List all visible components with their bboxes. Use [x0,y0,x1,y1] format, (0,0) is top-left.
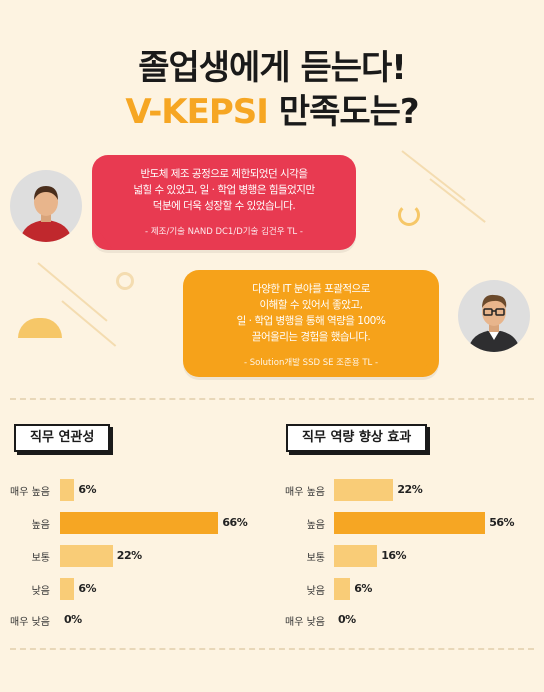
category-label: 매우 낮음 [10,617,50,628]
bar [334,512,486,534]
title-rest: 만족도는? [267,92,420,132]
category-label: 낮음 [306,586,325,597]
testimonial-line: 다양한 IT 분야를 포괄적으로 [252,283,370,295]
decoration-semicircle [18,318,62,338]
section-divider [10,398,534,400]
decoration-line [37,262,108,322]
avatar [458,280,530,352]
category-label: 보통 [306,553,325,564]
bar [334,545,378,567]
bubble-tail [420,356,434,374]
category-label: 매우 낮음 [285,617,325,628]
category-label: 높음 [306,520,325,531]
chart-title: 직무 역량 향상 효과 [286,424,428,452]
value-label: 0% [338,613,356,626]
testimonial-line: 반도체 제조 공정으로 제한되었던 시각을 [140,168,308,180]
value-label: 22% [397,483,423,496]
value-label: 6% [78,582,97,595]
page-subtitle: V-KEPSI 만족도는? [0,84,544,133]
value-label: 0% [64,613,82,626]
bubble-tail [98,230,112,248]
decoration-line [429,178,486,223]
value-label: 6% [78,483,97,496]
testimonial-bubble: 다양한 IT 분야를 포괄적으로 이해할 수 있어서 좋았고, 일 · 학업 병… [183,270,439,377]
decoration-circle [398,204,420,226]
person-icon [20,186,72,242]
testimonial-author: - Solution개발 SSD SE 조준용 TL - [243,358,379,368]
testimonial-line: 덕분에 더욱 성장할 수 있었습니다. [152,200,296,212]
testimonial-bubble: 반도체 제조 공정으로 제한되었던 시각을 넓힐 수 있었고, 일 · 학업 병… [92,155,356,250]
bar [60,479,75,501]
testimonial-line: 일 · 학업 병행을 통해 역량을 100% [236,315,386,327]
section-divider [10,648,534,650]
bar [334,479,394,501]
chart-title: 직무 연관성 [14,424,111,452]
category-label: 높음 [31,520,50,531]
title-accent: V-KEPSI [125,92,269,132]
category-label: 낮음 [31,586,50,597]
category-label: 보통 [31,553,50,564]
value-label: 56% [489,516,515,529]
testimonial-line: 이해할 수 있어서 좋았고, [259,299,363,311]
bar [60,545,113,567]
testimonial-line: 넓힐 수 있었고, 일 · 학업 병행은 힘들었지만 [133,184,315,196]
page-title: 졸업생에게 듣는다! [138,48,407,88]
bar [60,578,75,600]
value-label: 22% [116,549,142,562]
bar [334,578,351,600]
decoration-circle [116,272,134,290]
decoration-line [401,150,466,202]
category-label: 매우 높음 [10,487,50,498]
bar [60,512,219,534]
category-label: 매우 높음 [285,487,325,498]
testimonial-author: - 제조/기술 NAND DC1/D기술 김건우 TL - [145,227,303,237]
value-label: 6% [354,582,372,595]
value-label: 66% [222,516,248,529]
testimonial-line: 끌어올리는 경험을 했습니다. [251,331,371,343]
value-label: 16% [381,549,407,562]
avatar [10,170,82,242]
person-icon [468,294,520,352]
